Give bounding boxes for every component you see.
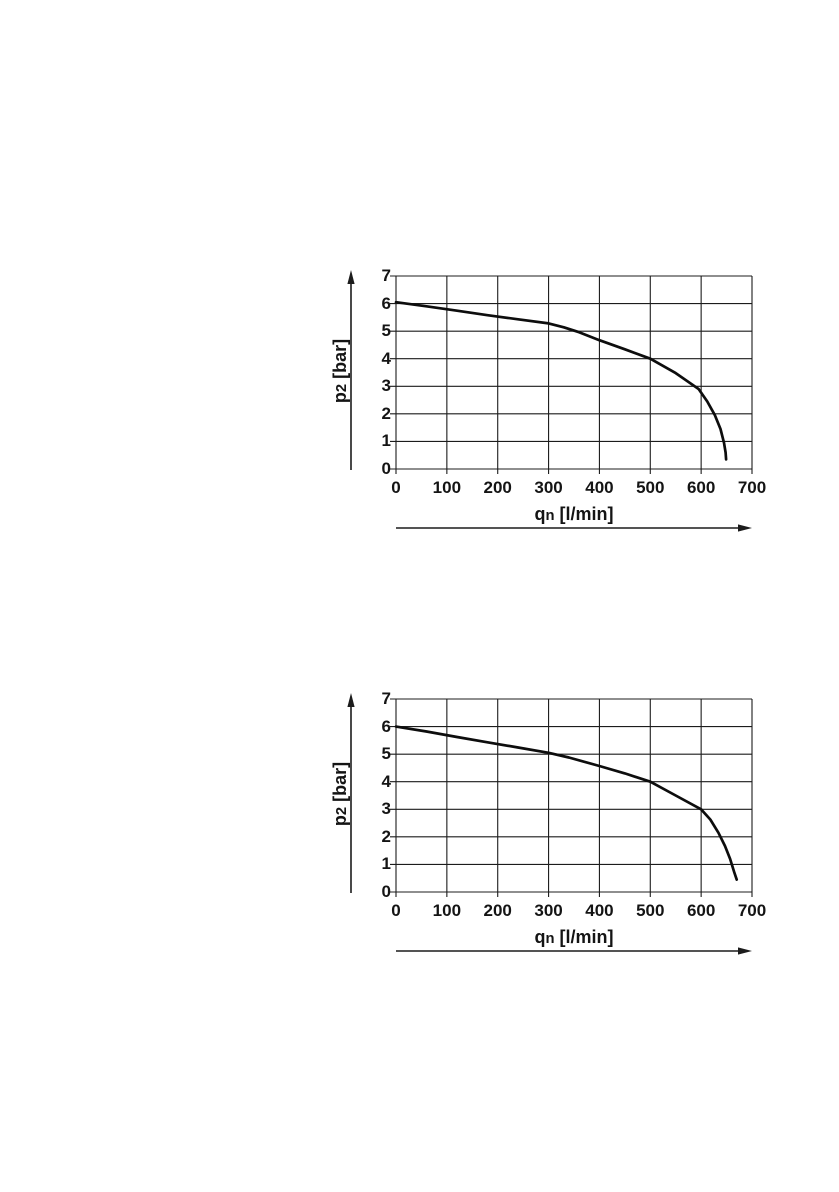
y-tick-label: 3 xyxy=(381,799,391,819)
chart-top xyxy=(347,270,753,532)
x-tick-label: 300 xyxy=(534,901,563,920)
flow-pressure-curve xyxy=(394,300,728,461)
x-tick-label: 400 xyxy=(585,901,614,920)
x-axis-label-symbol: q xyxy=(534,503,546,524)
x-axis-label-symbol: q xyxy=(534,926,546,947)
y-tick-label: 4 xyxy=(381,348,391,368)
x-tick-label: 700 xyxy=(737,478,767,497)
x-tick-label: 300 xyxy=(534,478,563,497)
y-tick-label: 2 xyxy=(381,826,391,846)
x-axis-arrow xyxy=(396,947,752,955)
x-tick-label: 600 xyxy=(686,478,716,497)
grid xyxy=(390,698,753,897)
x-axis-label-subscript: n xyxy=(545,508,555,525)
x-axis-label-unit: [l/min] xyxy=(554,926,614,947)
x-tick-label: 0 xyxy=(391,901,401,920)
x-tick-label: 600 xyxy=(686,901,716,920)
x-axis-label-unit: [l/min] xyxy=(554,503,614,524)
y-axis-arrow xyxy=(347,693,355,893)
x-axis-arrow xyxy=(396,524,752,532)
y-tick-label: 0 xyxy=(381,882,391,901)
x-tick-label: 500 xyxy=(636,901,665,920)
x-axis-label-subscript: n xyxy=(545,931,555,948)
y-tick-label: 3 xyxy=(381,376,391,396)
y-tick-label: 6 xyxy=(381,293,391,313)
x-tick-label: 0 xyxy=(391,478,401,497)
x-tick-label: 100 xyxy=(432,901,462,920)
chart-bottom xyxy=(347,693,753,955)
x-tick-label: 500 xyxy=(636,478,665,497)
x-tick-label: 100 xyxy=(432,478,462,497)
y-tick-label: 7 xyxy=(381,266,391,285)
grid xyxy=(390,275,753,474)
x-tick-label: 200 xyxy=(483,478,512,497)
x-tick-label: 700 xyxy=(737,901,767,920)
x-tick-label: 400 xyxy=(585,478,614,497)
y-tick-label: 5 xyxy=(381,321,391,341)
y-tick-label: 1 xyxy=(381,854,391,874)
y-tick-label: 7 xyxy=(381,689,391,708)
flow-pressure-curve xyxy=(394,725,739,881)
y-tick-label: 2 xyxy=(381,403,391,423)
y-tick-label: 6 xyxy=(381,716,391,736)
y-tick-label: 0 xyxy=(381,459,391,478)
x-tick-label: 200 xyxy=(483,901,512,920)
y-tick-label: 4 xyxy=(381,771,391,791)
y-tick-label: 5 xyxy=(381,744,391,764)
y-axis-arrow xyxy=(347,270,355,470)
y-tick-label: 1 xyxy=(381,431,391,451)
